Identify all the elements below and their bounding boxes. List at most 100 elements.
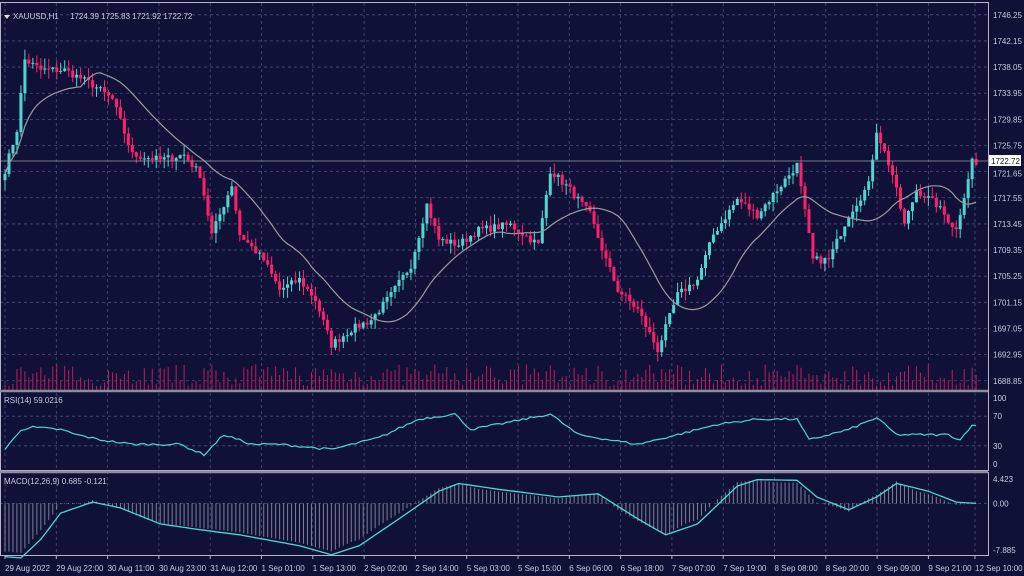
candle-body bbox=[397, 279, 401, 287]
candle-body bbox=[508, 223, 512, 226]
candle-body bbox=[703, 254, 707, 268]
candle-body bbox=[99, 87, 103, 89]
candle-body bbox=[966, 179, 970, 199]
candle-body bbox=[871, 159, 875, 182]
candle-body bbox=[743, 202, 747, 204]
candle-body bbox=[875, 132, 879, 160]
candle-body bbox=[142, 158, 146, 160]
candle-body bbox=[600, 237, 604, 251]
candle-body bbox=[457, 245, 461, 247]
candle-body bbox=[902, 208, 906, 224]
candle-body bbox=[747, 203, 751, 210]
time-tick-label: 30 Aug 11:00 bbox=[108, 564, 155, 573]
candle-body bbox=[481, 226, 485, 229]
candle-body bbox=[234, 186, 238, 211]
candle-body bbox=[620, 291, 624, 295]
candle-body bbox=[3, 173, 7, 181]
candle-body bbox=[15, 132, 19, 145]
candle-body bbox=[449, 239, 453, 244]
candle-body bbox=[644, 315, 648, 327]
candle-body bbox=[922, 196, 926, 198]
candle-body bbox=[942, 206, 946, 215]
candle-body bbox=[556, 174, 560, 177]
candle-body bbox=[568, 184, 572, 187]
candle-body bbox=[190, 160, 194, 167]
candle-body bbox=[266, 260, 270, 265]
candle-body bbox=[154, 155, 158, 160]
candle-body bbox=[79, 74, 83, 79]
candle-body bbox=[437, 226, 441, 240]
price-tick-label: 1742.15 bbox=[993, 37, 1022, 46]
candle-body bbox=[771, 193, 775, 203]
candle-body bbox=[67, 68, 71, 71]
candle-body bbox=[576, 196, 580, 199]
candle-body bbox=[580, 196, 584, 202]
price-tick-label: 1721.65 bbox=[993, 170, 1022, 179]
candle-body bbox=[103, 87, 106, 92]
candle-body bbox=[648, 326, 652, 333]
candle-body bbox=[365, 322, 369, 325]
candle-body bbox=[238, 210, 242, 236]
candle-body bbox=[962, 198, 966, 215]
candle-body bbox=[895, 174, 899, 188]
candle-body bbox=[429, 203, 433, 219]
candle-body bbox=[524, 235, 528, 237]
candle-body bbox=[974, 158, 978, 165]
candle-body bbox=[35, 62, 39, 66]
indicator-tick-label: 70 bbox=[993, 412, 1002, 421]
candle-body bbox=[883, 143, 887, 151]
candles bbox=[3, 49, 978, 362]
time-tick-label: 1 Sep 13:00 bbox=[313, 564, 357, 573]
candle-body bbox=[337, 339, 341, 342]
candle-body bbox=[134, 152, 138, 157]
candle-body bbox=[735, 198, 739, 206]
candle-body bbox=[859, 200, 863, 206]
candle-body bbox=[727, 209, 731, 220]
triangle-down-icon[interactable] bbox=[4, 15, 10, 19]
candle-body bbox=[604, 250, 608, 259]
candle-body bbox=[349, 332, 353, 336]
candle-body bbox=[560, 174, 564, 185]
candle-body bbox=[759, 211, 763, 219]
price-tick-label: 1697.05 bbox=[993, 324, 1022, 333]
candle-body bbox=[863, 189, 867, 201]
price-tick-label: 1701.15 bbox=[993, 298, 1022, 307]
candle-body bbox=[302, 278, 305, 287]
price-tick-label: 1738.05 bbox=[993, 63, 1022, 72]
candle-body bbox=[938, 206, 942, 208]
candle-body bbox=[11, 144, 15, 154]
candle-body bbox=[795, 162, 799, 174]
candle-body bbox=[918, 190, 922, 197]
candle-body bbox=[926, 196, 930, 198]
indicator-tick-label: -7.885 bbox=[993, 546, 1016, 555]
candle-body bbox=[63, 68, 67, 71]
candle-body bbox=[138, 156, 142, 159]
time-axis[interactable]: 29 Aug 2022 29 Aug 22:00 30 Aug 11:00 30 Au… bbox=[4, 555, 1023, 573]
price-tick-label: 1729.85 bbox=[993, 115, 1022, 124]
candle-body bbox=[751, 209, 755, 211]
candle-body bbox=[298, 278, 302, 283]
candle-body bbox=[564, 184, 568, 186]
candle-body bbox=[166, 155, 170, 158]
candle-body bbox=[536, 239, 540, 244]
candle-body bbox=[584, 201, 588, 206]
candle-body bbox=[715, 230, 719, 235]
candle-body bbox=[405, 272, 409, 276]
candle-body bbox=[206, 195, 210, 216]
candle-body bbox=[799, 162, 803, 187]
candle-body bbox=[946, 214, 950, 223]
candle-body bbox=[723, 219, 727, 224]
candle-body bbox=[485, 225, 489, 229]
candle-body bbox=[357, 323, 361, 328]
candle-body bbox=[43, 68, 47, 70]
time-tick-label: 30 Aug 23:00 bbox=[159, 564, 207, 573]
time-tick-label: 1 Sep 01:00 bbox=[262, 564, 306, 573]
price-axis[interactable]: 1746.25 1742.15 1738.05 1733.95 1729.85 1725.… bbox=[993, 11, 1022, 555]
candle-body bbox=[409, 268, 413, 273]
time-tick-label: 12 Sep 10:00 bbox=[975, 564, 1023, 573]
candle-body bbox=[445, 239, 449, 244]
macd-histogram bbox=[4, 480, 977, 553]
candle-body bbox=[791, 173, 795, 176]
symbol-label: XAUUSD,H1 bbox=[13, 12, 59, 21]
